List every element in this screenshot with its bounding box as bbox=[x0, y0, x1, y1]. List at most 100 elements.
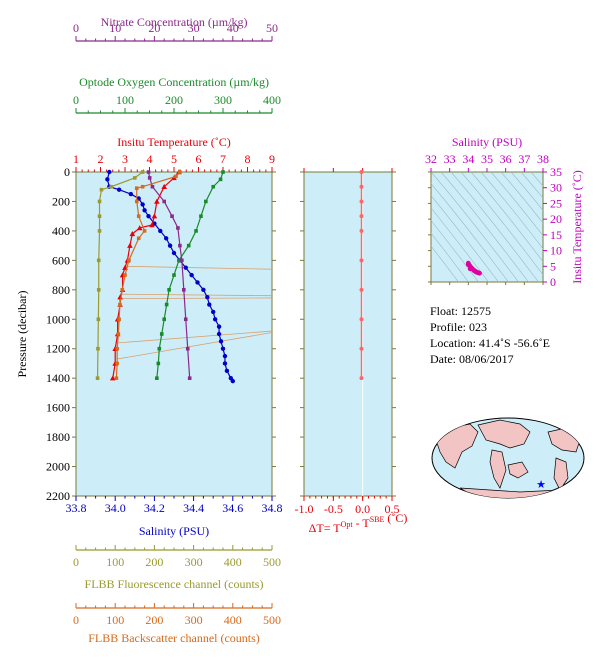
oxygen-tick-label: 300 bbox=[214, 93, 232, 107]
salinity-point bbox=[146, 213, 151, 219]
delta-label-part: ΔT= T bbox=[309, 521, 342, 535]
fluorescence-point bbox=[140, 170, 145, 174]
fluorescence-point bbox=[133, 176, 137, 180]
oxygen-tick-label: 400 bbox=[263, 93, 281, 107]
backscatter-point bbox=[115, 346, 119, 351]
temperature-point bbox=[161, 183, 167, 189]
map-landmass bbox=[553, 457, 569, 491]
nitrate-point bbox=[147, 176, 152, 180]
fluorescence-point bbox=[95, 376, 100, 380]
ts-salinity-tick-label: 38 bbox=[537, 152, 549, 166]
pressure-tick-label: 200 bbox=[52, 194, 70, 208]
ts-isopycnal bbox=[431, 183, 509, 282]
delta-point bbox=[359, 199, 364, 204]
backscatter-point bbox=[178, 170, 182, 174]
date-text: Date: 08/06/2017 bbox=[430, 352, 514, 366]
ts-isopycnal bbox=[450, 172, 539, 282]
backscatter-tick-label: 100 bbox=[106, 613, 124, 627]
map-landmass bbox=[489, 449, 507, 489]
salinity-tick-label: 34.2 bbox=[144, 501, 165, 515]
backscatter-spike bbox=[119, 297, 273, 300]
delta-point bbox=[359, 258, 364, 263]
pressure-tick-label: 400 bbox=[52, 224, 70, 238]
backscatter-point bbox=[136, 214, 141, 218]
oxygen-point bbox=[159, 332, 164, 336]
nitrate-point bbox=[176, 226, 180, 230]
oxygen-point bbox=[177, 258, 181, 263]
delta-point bbox=[359, 376, 364, 381]
fluorescence-tick-label: 100 bbox=[106, 555, 124, 569]
salinity-point bbox=[222, 353, 228, 359]
fluorescence-profile-line bbox=[96, 171, 144, 379]
nitrate-point bbox=[178, 243, 182, 248]
backscatter-tick-label: 200 bbox=[145, 613, 163, 627]
ts-isopycnal bbox=[581, 172, 608, 292]
salinity-point bbox=[142, 208, 147, 213]
ts-isopycnal bbox=[490, 172, 543, 237]
pressure-tick-label: 1400 bbox=[46, 371, 70, 385]
ts-point bbox=[465, 262, 471, 268]
delta-tick-label: -0.5 bbox=[324, 502, 343, 516]
nitrate-point bbox=[170, 214, 174, 218]
oxygen-point bbox=[211, 184, 215, 189]
nitrate-point bbox=[162, 199, 166, 204]
fluorescence-point bbox=[109, 184, 114, 189]
salinity-point bbox=[211, 309, 216, 315]
salinity-point bbox=[207, 302, 212, 307]
backscatter-tick-label: 400 bbox=[224, 613, 242, 627]
salinity-point bbox=[189, 272, 194, 278]
fluorescence-point bbox=[97, 199, 102, 204]
backscatter-point bbox=[142, 229, 147, 233]
temperature-tick-label: 3 bbox=[122, 152, 128, 166]
nitrate-axis-label: Nitrate Concentration (µm/kg) bbox=[101, 15, 248, 29]
fluorescence-point bbox=[99, 187, 104, 192]
delta-point bbox=[359, 317, 364, 322]
delta-point bbox=[359, 287, 364, 292]
salinity-point bbox=[212, 317, 218, 322]
salinity-point bbox=[140, 202, 145, 207]
oxygen-point bbox=[204, 199, 208, 204]
nitrate-tick-label: 40 bbox=[227, 21, 239, 35]
delta-temperature-panel: -1.0 -0.5 0.0 0.5ΔT= TOpt - TSBE (˚C) bbox=[295, 168, 408, 535]
delta-axis-label: ΔT= TOpt - TSBE (˚C) bbox=[309, 511, 408, 535]
world-map: ★ bbox=[431, 417, 585, 499]
ts-isopycnals bbox=[431, 172, 608, 292]
backscatter-axis-label: FLBB Backscatter channel (counts) bbox=[88, 631, 260, 645]
salinity-tick-label: 34.0 bbox=[105, 501, 126, 515]
nitrate-point bbox=[187, 376, 192, 380]
fluorescence-point bbox=[96, 317, 101, 322]
ts-ylabel: Insitu Temperature (˚C) bbox=[570, 170, 584, 284]
delta-label-superscript: Opt bbox=[341, 520, 354, 529]
pressure-tick-label: 1800 bbox=[46, 430, 70, 444]
nitrate-point bbox=[185, 346, 190, 351]
salinity-point bbox=[183, 265, 188, 270]
salinity-tick-label: 34.6 bbox=[222, 501, 243, 515]
oxygen-tick-label: 100 bbox=[116, 93, 134, 107]
salinity-point bbox=[216, 324, 222, 329]
salinity-tick-label: 34.8 bbox=[262, 501, 283, 515]
salinity-point bbox=[116, 187, 122, 192]
temperature-tick-label: 2 bbox=[98, 152, 104, 166]
map-landmass bbox=[507, 461, 529, 479]
salinity-point bbox=[163, 236, 169, 241]
ts-salinity-tick-label: 34 bbox=[462, 152, 474, 166]
oxygen-tick-label: 0 bbox=[73, 93, 79, 107]
backscatter-point bbox=[127, 258, 131, 263]
backscatter-point bbox=[174, 174, 178, 179]
temperature-point bbox=[136, 225, 143, 231]
ts-isopycnal bbox=[510, 172, 543, 211]
pressure-tick-label: 0 bbox=[64, 165, 70, 179]
ts-isopycnal bbox=[561, 172, 608, 292]
delta-tick-label: 0.0 bbox=[355, 502, 370, 516]
temperature-tick-label: 8 bbox=[245, 152, 251, 166]
backscatter-point bbox=[134, 199, 139, 204]
delta-tick-label: 0.5 bbox=[385, 502, 400, 516]
temperature-point bbox=[154, 198, 160, 204]
oxygen-point bbox=[218, 177, 223, 182]
delta-plot-area bbox=[303, 171, 393, 497]
backscatter-point bbox=[117, 317, 121, 322]
location-text: Location: 41.4˚S -56.6˚E bbox=[430, 336, 550, 350]
nitrate-tick-label: 0 bbox=[73, 21, 79, 35]
nitrate-point bbox=[150, 184, 155, 189]
